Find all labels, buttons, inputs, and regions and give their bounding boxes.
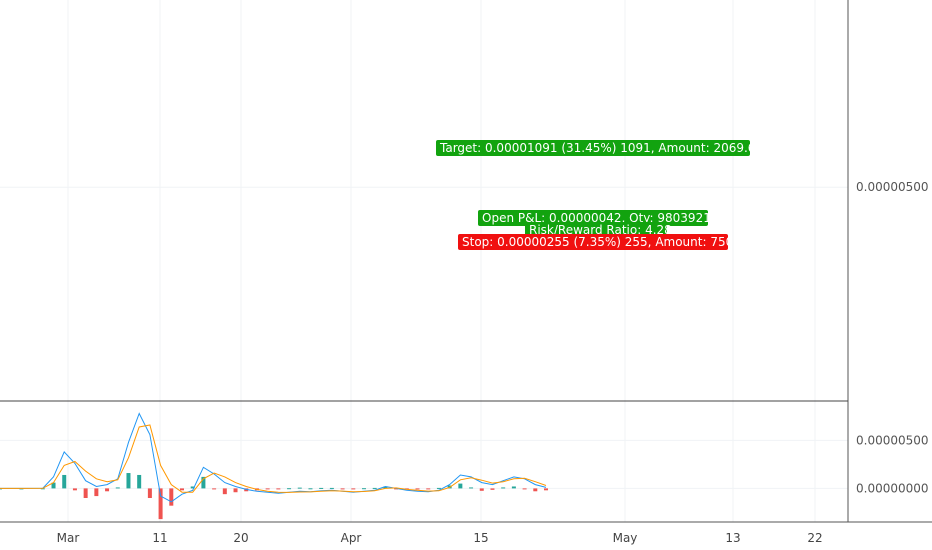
histogram-bar (341, 488, 345, 489)
histogram-bar (159, 488, 163, 519)
osc-tick-label: 0.00000000 (856, 481, 929, 495)
histogram-bar (84, 488, 88, 498)
histogram-bar (480, 488, 484, 490)
histogram-bar (544, 488, 548, 490)
time-tick-label: 15 (473, 531, 488, 545)
time-tick-label: 22 (807, 531, 822, 545)
histogram-bar (169, 488, 173, 505)
histogram-bar (490, 488, 494, 489)
histogram-bar (533, 488, 537, 491)
histogram-bar (298, 488, 302, 489)
histogram-bar (512, 486, 516, 488)
oscillator-pane (0, 414, 848, 520)
time-tick-label: May (613, 531, 638, 545)
position-labels[interactable]: Target: 0.00001091 (31.45%) 1091, Amount… (436, 140, 763, 250)
osc-tick-label: 0.00000500 (856, 433, 929, 447)
histogram-bar (351, 488, 355, 489)
signal-line (0, 425, 546, 492)
stop-label: Stop: 0.00000255 (7.35%) 255, Amount: 75… (462, 235, 733, 249)
time-tick-label: 20 (233, 531, 248, 545)
histogram-bar (501, 487, 505, 488)
time-tick-label: Apr (341, 531, 362, 545)
histogram-bar (212, 488, 216, 489)
histogram-bar (362, 488, 366, 489)
histogram-bar (287, 488, 291, 489)
histogram-bar (266, 488, 270, 489)
histogram-bar (319, 488, 323, 489)
time-axis-ticks: Mar 11 20 Apr 15 May 13 22 (57, 531, 823, 545)
axes (0, 0, 932, 522)
histogram-bar (458, 484, 462, 489)
histogram-bar (330, 488, 334, 489)
histogram-bar (308, 488, 312, 489)
time-tick-label: Mar (57, 531, 80, 545)
histogram-bar (469, 487, 473, 488)
histogram-bar (373, 488, 377, 489)
price-tick-label: 0.00000500 (856, 180, 929, 194)
histogram-bar (126, 473, 130, 488)
target-label: Target: 0.00001091 (31.45%) 1091, Amount… (439, 141, 763, 155)
histogram-bar (523, 488, 527, 489)
price-axis-ticks: 0.000005000.000010000.000015000.00002000… (856, 0, 929, 495)
grid (0, 0, 848, 522)
histogram-bar (180, 488, 184, 490)
histogram-bar (94, 488, 98, 496)
histogram-bar (426, 488, 430, 489)
histogram-bar (148, 488, 152, 498)
histogram-bar (137, 475, 141, 488)
histogram-bar (234, 488, 238, 492)
histogram-bar (116, 487, 120, 488)
histogram-bar (223, 488, 227, 494)
histogram-bar (105, 488, 109, 491)
histogram-bar (73, 488, 77, 490)
time-tick-label: 13 (725, 531, 740, 545)
histogram-bar (276, 488, 280, 489)
histogram-bar (437, 488, 441, 489)
time-tick-label: 11 (152, 531, 167, 545)
histogram-bar (62, 475, 66, 488)
histogram-bar (416, 488, 420, 489)
